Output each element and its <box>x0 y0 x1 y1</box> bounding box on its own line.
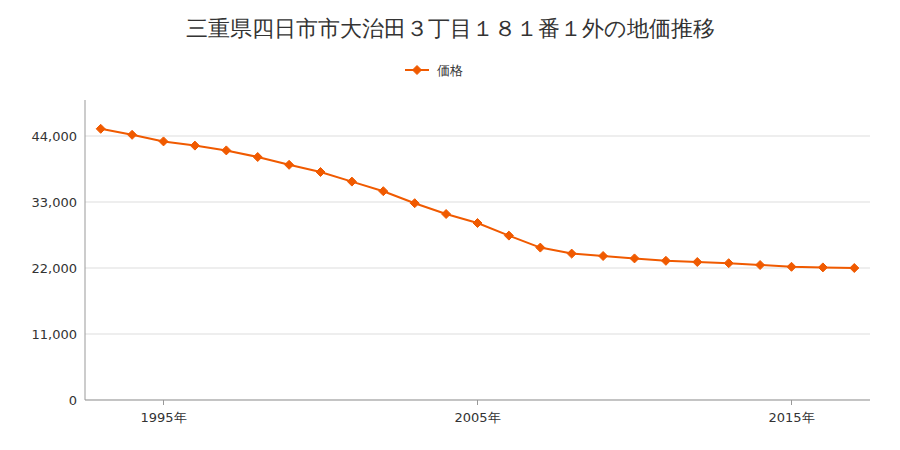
data-point <box>756 261 765 270</box>
grid-line <box>85 136 870 137</box>
data-point <box>630 254 639 263</box>
y-axis: 0 11,000 22,000 33,000 44,000 <box>32 100 871 408</box>
data-point <box>473 219 482 228</box>
y-tick-label: 11,000 <box>32 327 78 342</box>
x-tick-label: 1995年 <box>140 410 186 425</box>
data-point <box>128 130 137 139</box>
data-point <box>442 210 451 219</box>
legend-label: 価格 <box>437 63 463 78</box>
data-point <box>410 199 419 208</box>
data-point <box>787 262 796 271</box>
data-point <box>536 243 545 252</box>
data-point <box>661 256 670 265</box>
data-point <box>504 231 513 240</box>
grid-line <box>85 334 870 335</box>
data-point <box>285 160 294 169</box>
y-tick-label: 0 <box>69 393 77 408</box>
y-axis-line <box>85 100 86 400</box>
data-point <box>190 141 199 150</box>
y-tick-label: 33,000 <box>32 195 78 210</box>
plot-data <box>96 124 859 272</box>
data-point <box>159 137 168 146</box>
data-point <box>222 146 231 155</box>
data-point <box>379 187 388 196</box>
data-point <box>96 124 105 133</box>
chart-svg: 三重県四日市市大治田３丁目１８１番１外の地価推移 0 11,000 22,000 33,… <box>0 0 900 450</box>
y-tick-label: 22,000 <box>32 261 78 276</box>
data-point <box>316 168 325 177</box>
data-point <box>599 252 608 261</box>
x-axis: 1995年 2005年 2015年 <box>85 400 870 425</box>
data-point <box>818 263 827 272</box>
x-tick <box>163 400 164 405</box>
series-line <box>101 129 855 268</box>
x-tick <box>791 400 792 405</box>
x-tick <box>477 400 478 405</box>
data-point <box>724 259 733 268</box>
data-point <box>850 264 859 273</box>
legend: 価格 <box>405 63 463 78</box>
x-tick-label: 2005年 <box>454 410 500 425</box>
x-tick-label: 2015年 <box>768 410 814 425</box>
data-point <box>253 153 262 162</box>
y-tick-label: 44,000 <box>32 129 78 144</box>
title: 三重県四日市市大治田３丁目１８１番１外の地価推移 <box>186 16 715 41</box>
data-point <box>567 249 576 258</box>
grid-line <box>85 268 870 269</box>
grid-line <box>85 202 870 203</box>
legend-marker <box>413 66 422 75</box>
data-point <box>693 258 702 267</box>
data-point <box>347 177 356 186</box>
chart-container: 三重県四日市市大治田３丁目１８１番１外の地価推移 0 11,000 22,000 33,… <box>0 0 900 450</box>
